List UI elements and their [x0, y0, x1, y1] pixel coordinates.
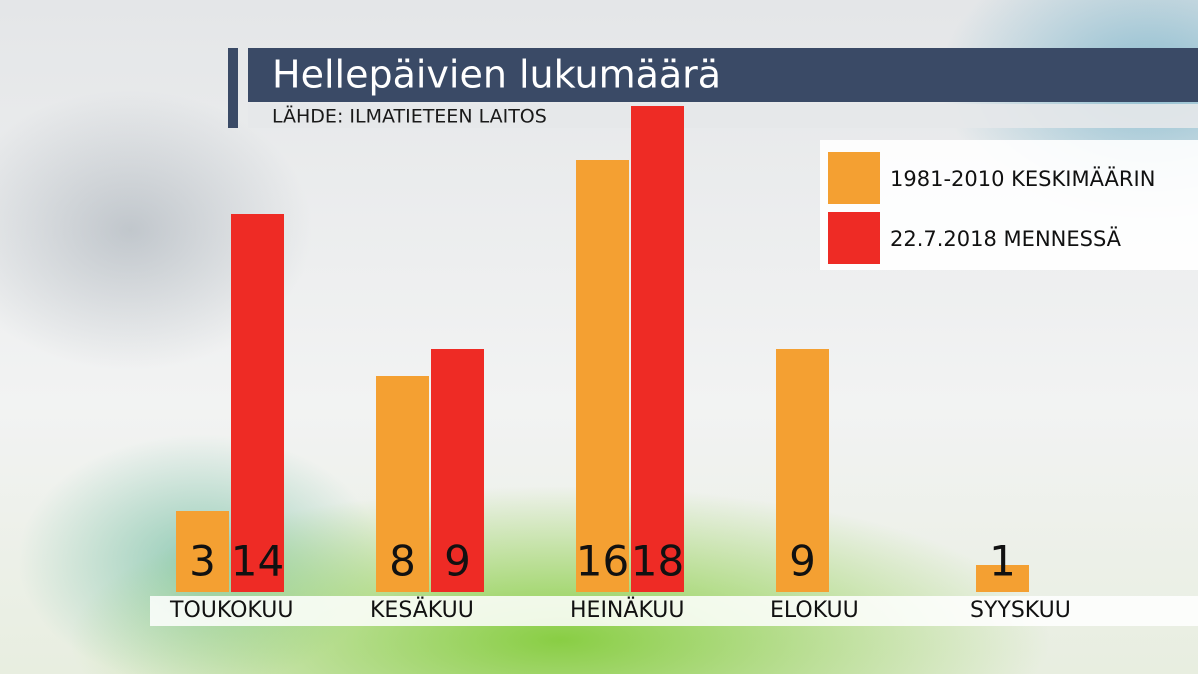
bar	[376, 376, 429, 592]
accent-bar	[228, 48, 238, 128]
legend-swatch	[828, 152, 880, 204]
bar	[176, 511, 229, 592]
value-label: 18	[631, 537, 684, 586]
category-strip	[150, 596, 1198, 626]
x-tick-label: TOUKOKUU	[169, 598, 293, 623]
bar	[576, 160, 629, 592]
legend-swatch	[828, 212, 880, 264]
legend-label: 1981-2010 KESKIMÄÄRIN	[890, 166, 1155, 191]
title-bar	[248, 48, 1198, 102]
legend-box	[820, 140, 1198, 270]
value-label: 16	[576, 537, 629, 586]
chart-subtitle: LÄHDE: ILMATIETEEN LAITOS	[272, 105, 547, 128]
subtitle-bar	[248, 104, 1198, 128]
bar	[431, 349, 484, 592]
bar	[976, 565, 1029, 592]
value-label: 3	[189, 537, 216, 586]
x-tick-label: KESÄKUU	[370, 597, 474, 623]
legend-label: 22.7.2018 MENNESSÄ	[890, 226, 1122, 251]
value-label: 9	[789, 537, 816, 586]
chart-title: Hellepäivien lukumäärä	[272, 53, 721, 97]
x-tick-label: HEINÄKUU	[570, 597, 684, 623]
x-tick-label: SYYSKUU	[970, 598, 1071, 623]
value-label: 8	[389, 537, 416, 586]
bar	[631, 106, 684, 592]
bar	[231, 214, 284, 592]
value-label: 1	[989, 537, 1016, 586]
x-tick-label: ELOKUU	[770, 598, 859, 623]
bar	[776, 349, 829, 592]
value-label: 9	[444, 537, 471, 586]
value-label: 14	[231, 537, 284, 586]
